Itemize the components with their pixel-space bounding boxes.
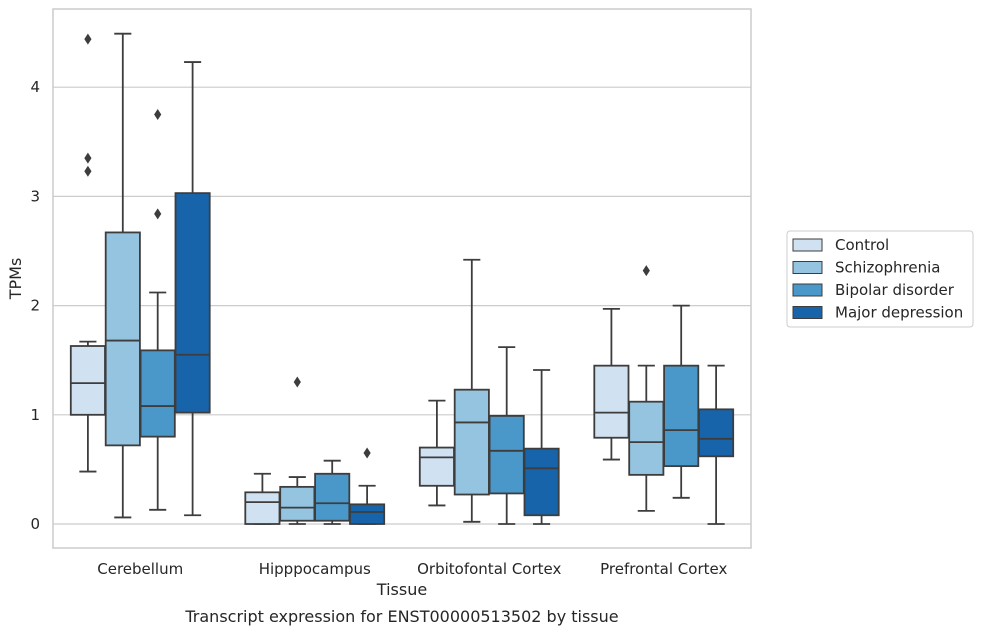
box-control-hipppocampus — [244, 472, 281, 525]
iqr-box — [593, 364, 630, 439]
iqr-box — [314, 472, 351, 522]
box-control-prefrontal-cortex — [593, 307, 630, 461]
iqr-box — [663, 364, 700, 468]
iqr-box — [279, 485, 316, 522]
y-tick-label: 0 — [30, 515, 40, 533]
y-tick-label: 3 — [30, 187, 40, 205]
iqr-box — [488, 414, 525, 495]
legend-label-control: Control — [835, 236, 889, 254]
box-schizophrenia-hipppocampus — [279, 376, 316, 525]
legend-label-schizophrenia: Schizophrenia — [835, 259, 940, 277]
legend-label-bipolar-disorder: Bipolar disorder — [835, 281, 955, 299]
x-axis-title: Tissue — [376, 580, 427, 599]
legend-swatch-control — [792, 238, 823, 252]
box-schizophrenia-cerebellum — [104, 32, 141, 519]
outlier-point — [642, 265, 650, 277]
iqr-box — [453, 388, 490, 496]
iqr-box — [69, 345, 106, 416]
y-tick-label: 1 — [30, 406, 40, 424]
box-control-orbitofontal-cortex — [418, 399, 455, 507]
x-tick-label-prefrontal-cortex: Prefrontal Cortex — [600, 560, 727, 578]
iqr-box — [139, 349, 176, 438]
iqr-box — [523, 447, 560, 517]
box-bipolar-disorder-hipppocampus — [314, 459, 351, 525]
x-tick-label-hipppocampus: Hipppocampus — [259, 560, 371, 578]
box-major-depression-orbitofontal-cortex — [523, 369, 560, 525]
legend-swatch-major-depression — [792, 306, 823, 319]
box-major-depression-cerebellum — [174, 61, 211, 517]
iqr-box — [174, 192, 211, 414]
plot-area-frame — [52, 8, 752, 549]
box-major-depression-hipppocampus — [349, 447, 386, 525]
box-bipolar-disorder-cerebellum — [139, 109, 176, 511]
box-schizophrenia-prefrontal-cortex — [628, 265, 665, 512]
iqr-box — [628, 400, 665, 476]
iqr-box — [418, 446, 455, 487]
outlier-point — [154, 109, 162, 120]
y-tick-labels: 0 1 2 3 4 — [30, 78, 40, 533]
x-tick-labels: Cerebellum Hipppocampus Orbitofontal Corte… — [97, 560, 727, 578]
chart-caption: Transcript expression for ENST0000051350… — [184, 607, 618, 626]
y-tick-label: 4 — [30, 78, 40, 96]
legend-swatch-schizophrenia — [792, 261, 823, 274]
box-bipolar-disorder-orbitofontal-cortex — [488, 346, 525, 525]
box-schizophrenia-orbitofontal-cortex — [453, 258, 490, 523]
outlier-point — [84, 165, 92, 177]
outlier-point — [154, 208, 162, 220]
box-plots — [69, 32, 735, 525]
iqr-box — [104, 231, 141, 447]
iqr-box — [698, 408, 735, 458]
y-axis-title: TPMs — [6, 258, 25, 301]
outlier-point — [363, 447, 371, 459]
legend-frame — [786, 230, 974, 328]
legend: Control Schizophrenia Bipolar disorder Majo… — [786, 230, 974, 328]
x-tick-label-cerebellum: Cerebellum — [97, 560, 183, 578]
outlier-point — [84, 152, 92, 164]
iqr-box — [244, 491, 281, 525]
outlier-point — [84, 33, 92, 45]
y-tick-label: 2 — [30, 297, 40, 315]
legend-label-major-depression: Major depression — [835, 304, 963, 322]
x-tick-label-orbitofontal-cortex: Orbitofontal Cortex — [417, 560, 561, 578]
outlier-point — [293, 376, 301, 388]
box-bipolar-disorder-prefrontal-cortex — [663, 304, 700, 499]
legend-swatch-bipolar-disorder — [792, 283, 823, 297]
box-major-depression-prefrontal-cortex — [698, 364, 735, 525]
iqr-box — [349, 503, 386, 525]
box-control-cerebellum — [69, 33, 106, 473]
